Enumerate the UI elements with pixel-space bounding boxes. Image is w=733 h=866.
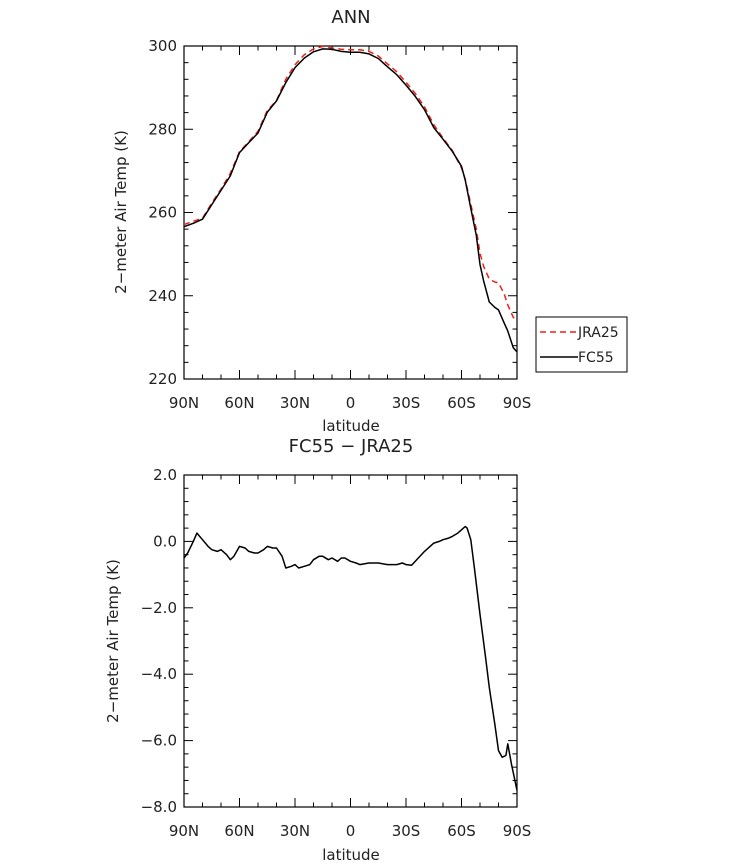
bottom-axis-ticks [183,474,518,808]
bottom-y-axis-label: 2−meter Air Temp (K) [104,559,122,723]
x-tick-label: 60S [447,394,476,412]
top-chart-title: ANN [331,7,370,28]
bottom-y-tick-labels: −8.0 −6.0 −4.0 −2.0 0.0 2.0 [141,466,177,816]
bottom-x-tick-labels: 90N 60N 30N 0 30S 60S 90S [169,822,531,840]
top-x-tick-labels: 90N 60N 30N 0 30S 60S 90S [169,394,531,412]
x-tick-label: 30N [280,394,310,412]
x-tick-label: 0 [346,822,356,840]
x-tick-label: 90N [169,394,199,412]
top-x-axis-label: latitude [322,417,380,435]
y-tick-label: 260 [148,204,177,222]
top-panel: ANN 90N 60N 30N 0 30S 60S 90S 220240260280300 … [112,7,531,435]
y-tick-label: −2.0 [141,599,177,617]
x-tick-label: 90S [503,822,532,840]
x-tick-label: 90S [503,394,532,412]
bottom-plot-frame [183,474,518,808]
bottom-x-axis-label: latitude [322,846,380,864]
top-series-lines [183,45,518,353]
top-plot-frame [183,45,518,380]
x-tick-label: 60N [224,394,254,412]
series-line-jra25 [183,45,518,322]
x-tick-label: 60S [447,822,476,840]
y-tick-label: −4.0 [141,665,177,683]
x-tick-label: 90N [169,822,199,840]
y-tick-label: 240 [148,287,177,305]
y-tick-label: −6.0 [141,732,177,750]
y-tick-label: 280 [148,120,177,138]
y-tick-label: 0.0 [153,532,177,550]
y-tick-label: 220 [148,370,177,388]
y-tick-label: 300 [148,37,177,55]
series-line-fc55 [183,48,518,353]
x-tick-label: 30N [280,822,310,840]
y-tick-label: −8.0 [141,798,177,816]
x-tick-label: 30S [392,822,421,840]
top-axis-ticks [183,45,518,380]
legend-box [535,316,628,373]
legend: JRA25 FC55 [535,316,628,373]
legend-label-jra25: JRA25 [577,325,619,341]
legend-label-fc55: FC55 [578,350,614,366]
x-tick-label: 30S [392,394,421,412]
top-y-tick-labels: 220 240 260 280 300 [148,37,177,388]
series-line-difference [183,525,518,791]
x-tick-label: 0 [346,394,356,412]
bottom-panel: FC55 − JRA25 90N 60N 30N 0 30S 60S 90S −8.0 −6.… [104,436,531,864]
x-tick-label: 60N [224,822,254,840]
top-y-axis-label: 2−meter Air Temp (K) [112,130,130,294]
bottom-chart-title: FC55 − JRA25 [289,436,414,457]
bottom-series-lines [183,525,518,791]
y-tick-label: 2.0 [153,466,177,484]
